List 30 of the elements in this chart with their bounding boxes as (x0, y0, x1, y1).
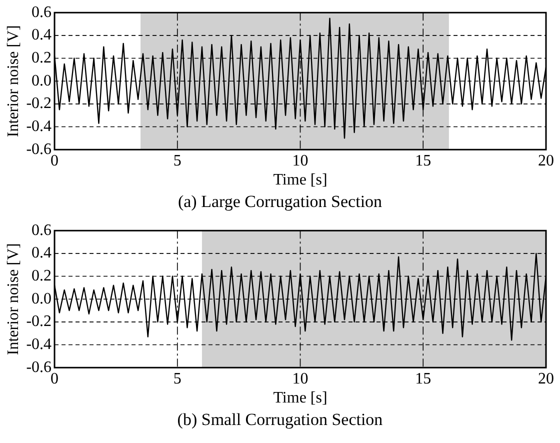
x-axis-title: Time [s] (273, 172, 328, 189)
y-tick-label: -0.4 (26, 336, 52, 353)
x-tick-label: 15 (415, 152, 432, 170)
y-tick-label: 0.4 (32, 26, 52, 44)
y-tick-label: -0.4 (26, 118, 52, 135)
y-tick-label: 0.0 (32, 72, 52, 90)
y-tick-label: 0.0 (32, 290, 52, 308)
y-axis-title: Interior noise [V] (4, 243, 22, 356)
y-tick-label: 0.6 (32, 4, 52, 21)
y-tick-label: 0.4 (32, 244, 52, 262)
x-tick-label: 10 (292, 370, 308, 388)
y-tick-label: 0.2 (32, 267, 52, 284)
y-tick-label: -0.2 (26, 313, 52, 330)
x-tick-label: 15 (415, 370, 432, 388)
x-axis-title: Time [s] (273, 390, 328, 407)
y-tick-label: -0.2 (26, 95, 52, 112)
text: (a) Large Corrugation Section (176, 191, 384, 213)
x-tick-label: 10 (292, 152, 308, 170)
x-tick-label: 5 (173, 370, 182, 388)
x-tick-label: 0 (50, 370, 59, 388)
x-tick-label: 5 (173, 152, 182, 170)
x-tick-label: 0 (50, 152, 59, 170)
y-tick-label: -0.6 (26, 358, 52, 376)
x-tick-label: 20 (538, 370, 554, 388)
text: (b) Small Corrugation Section (176, 409, 384, 431)
y-tick-label: 0.2 (32, 49, 52, 66)
x-tick-label: 20 (538, 152, 554, 170)
y-tick-label: -0.6 (26, 140, 52, 158)
y-axis-title: Interior noise [V] (4, 25, 22, 138)
y-tick-label: 0.6 (32, 222, 52, 239)
